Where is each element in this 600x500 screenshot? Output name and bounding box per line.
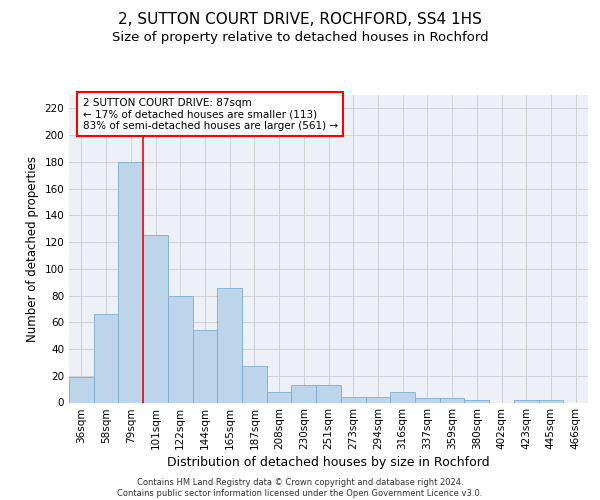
X-axis label: Distribution of detached houses by size in Rochford: Distribution of detached houses by size …	[167, 456, 490, 469]
Bar	[365, 397, 390, 402]
Bar	[143, 236, 168, 402]
Text: Size of property relative to detached houses in Rochford: Size of property relative to detached ho…	[112, 31, 488, 44]
Text: 2, SUTTON COURT DRIVE, ROCHFORD, SS4 1HS: 2, SUTTON COURT DRIVE, ROCHFORD, SS4 1HS	[118, 12, 482, 28]
Bar	[464, 400, 489, 402]
Text: 2 SUTTON COURT DRIVE: 87sqm
← 17% of detached houses are smaller (113)
83% of se: 2 SUTTON COURT DRIVE: 87sqm ← 17% of det…	[83, 98, 338, 131]
Bar	[118, 162, 143, 402]
Bar	[69, 377, 94, 402]
Bar	[217, 288, 242, 403]
Text: Contains HM Land Registry data © Crown copyright and database right 2024.
Contai: Contains HM Land Registry data © Crown c…	[118, 478, 482, 498]
Bar	[341, 397, 365, 402]
Bar	[94, 314, 118, 402]
Bar	[390, 392, 415, 402]
Bar	[440, 398, 464, 402]
Bar	[292, 385, 316, 402]
Bar	[267, 392, 292, 402]
Y-axis label: Number of detached properties: Number of detached properties	[26, 156, 39, 342]
Bar	[193, 330, 217, 402]
Bar	[168, 296, 193, 403]
Bar	[539, 400, 563, 402]
Bar	[316, 385, 341, 402]
Bar	[242, 366, 267, 402]
Bar	[415, 398, 440, 402]
Bar	[514, 400, 539, 402]
